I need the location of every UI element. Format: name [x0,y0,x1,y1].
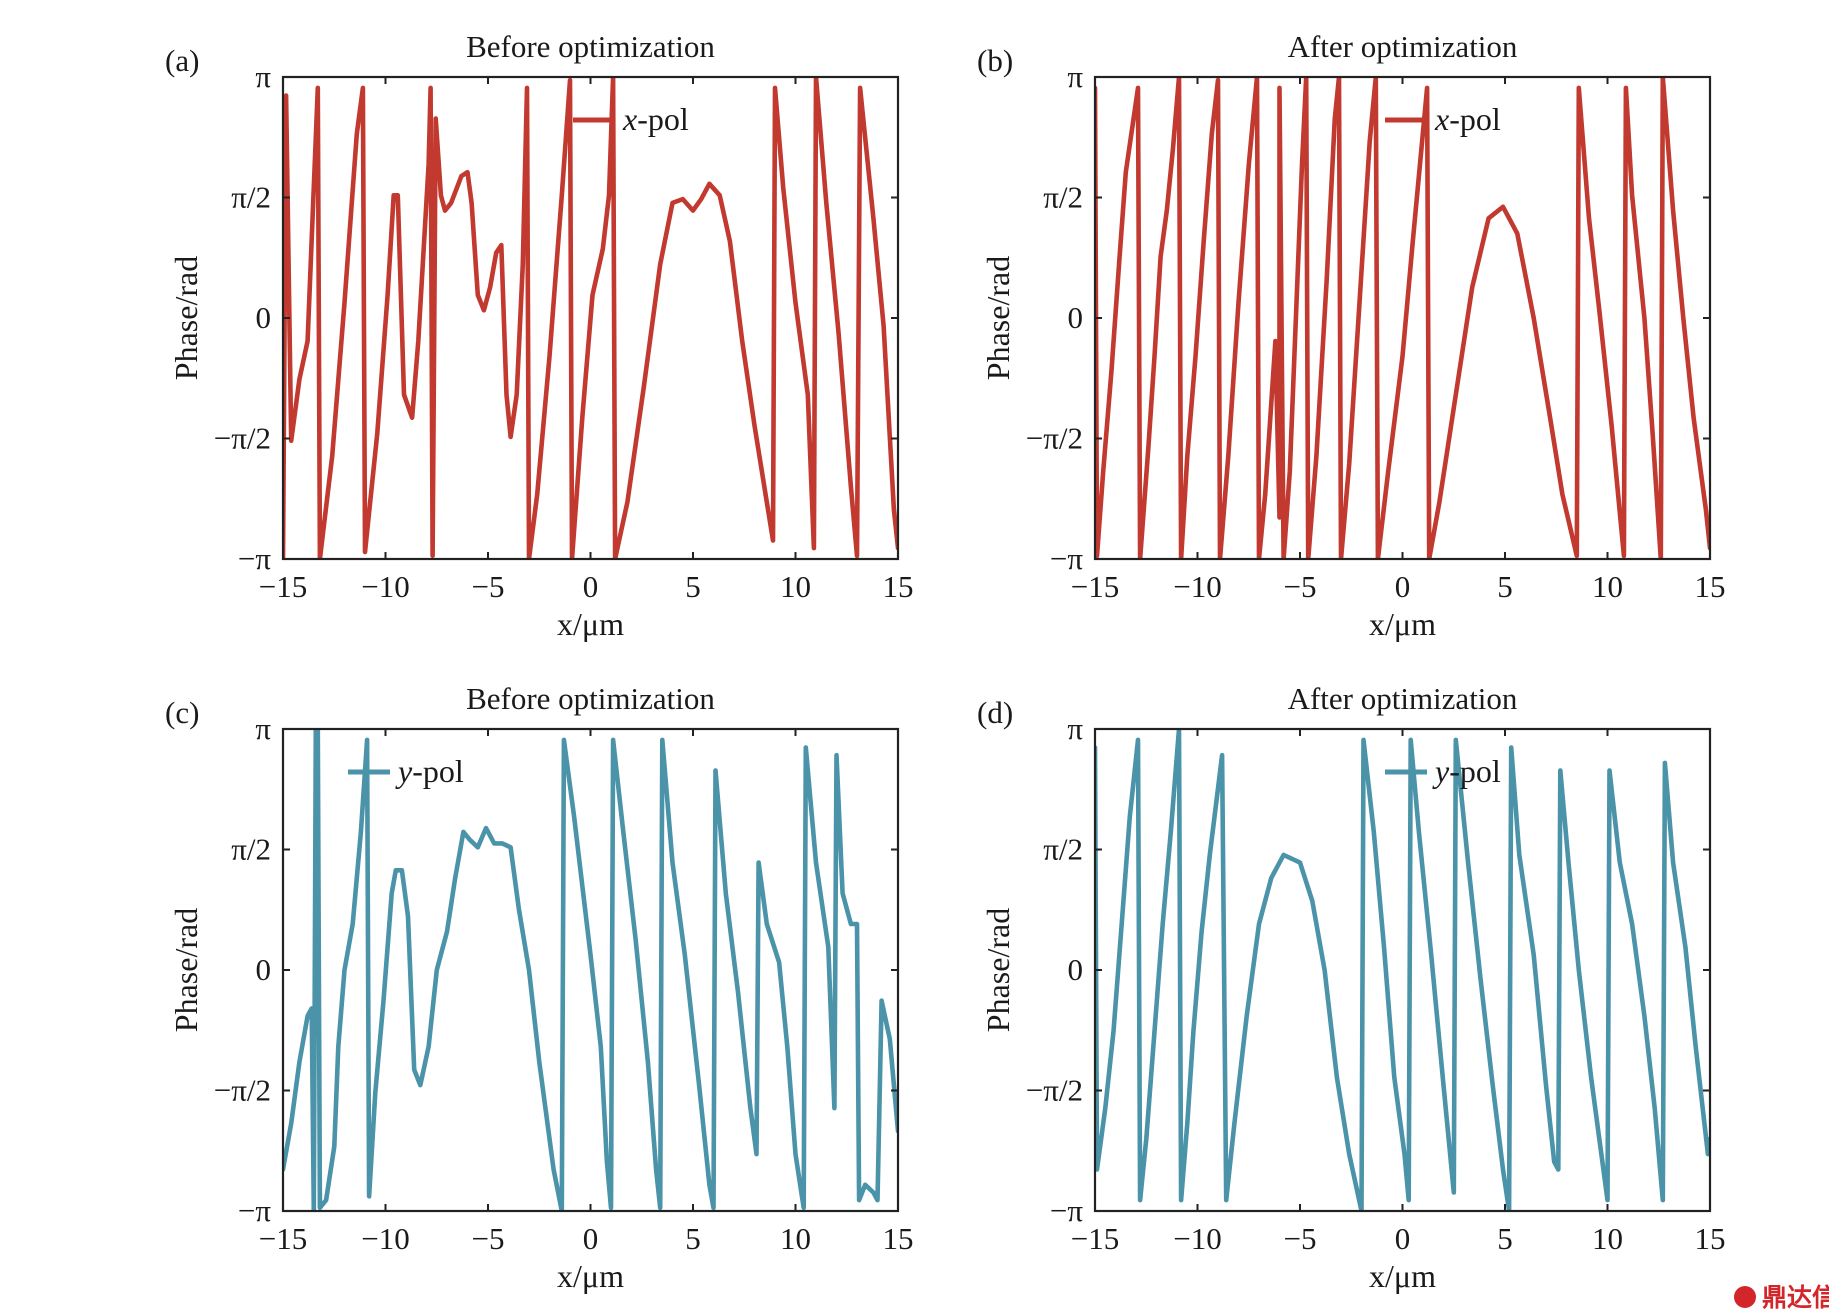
legend-label-rest: -pol [412,753,464,789]
x-tick-label: 5 [1497,569,1513,604]
x-tick-label: 15 [883,569,914,604]
x-tick-label: −10 [361,569,409,604]
x-tick-label: 10 [780,1221,811,1256]
x-tick-label: −15 [1071,569,1119,604]
y-tick-label: −π/2 [1026,421,1083,456]
x-tick-label: −5 [472,1221,505,1256]
x-tick-label: 15 [1695,1221,1726,1256]
legend-label: x-pol [1434,101,1501,137]
y-tick-label: −π [1050,541,1083,576]
series-line-0 [1095,729,1710,1211]
y-tick-label: π [1067,711,1083,746]
y-axis-label: Phase/rad [168,908,204,1032]
x-axis-label: x/μm [1369,606,1436,642]
legend-label-var: y [1432,753,1450,789]
y-tick-label: 0 [256,300,272,335]
x-tick-label: −5 [472,569,505,604]
watermark-logo-icon [1734,1286,1756,1308]
legend: y-pol [1385,753,1501,789]
panel-label: (a) [165,43,199,78]
x-tick-label: −5 [1284,1221,1317,1256]
legend-label-rest: -pol [637,101,689,137]
y-tick-label: −π [238,1193,271,1228]
chart-title: Before optimization [466,681,715,716]
x-axis-label: x/μm [557,1258,624,1294]
chart-panel-3: (d) After optimization −15 −10 −5 0 5 10 15 −π −π/… [977,681,1726,1294]
legend: x-pol [573,101,689,137]
x-tick-label: 0 [1395,1221,1411,1256]
y-axis-label: Phase/rad [168,256,204,380]
x-tick-label: 15 [1695,569,1726,604]
legend-label: y-pol [1432,753,1501,789]
watermark-text: 鼎达信 [1762,1283,1829,1312]
legend-label-var: y [395,753,413,789]
x-tick-label: −10 [1173,569,1221,604]
x-axis-label: x/μm [1369,1258,1436,1294]
x-axis-label: x/μm [557,606,624,642]
x-tick-label: 0 [1395,569,1411,604]
legend-label: x-pol [622,101,689,137]
x-tick-label: 0 [583,1221,599,1256]
x-tick-label: 15 [883,1221,914,1256]
panel-label: (d) [977,695,1013,730]
y-tick-label: π/2 [1043,832,1083,867]
x-tick-label: −15 [259,1221,307,1256]
series-line-0 [1095,77,1710,559]
legend-label-var: x [1434,101,1449,137]
chart-panel-1: (b) After optimization −15 −10 −5 0 5 10 15 −π −π/… [977,29,1726,642]
y-tick-label: −π/2 [1026,1073,1083,1108]
series-line-0 [283,729,898,1211]
x-tick-label: 0 [583,569,599,604]
legend-label-rest: -pol [1449,101,1501,137]
y-axis-label: Phase/rad [980,256,1016,380]
y-tick-label: −π/2 [214,421,271,456]
x-tick-label: 10 [1592,1221,1623,1256]
chart-panel-0: (a) Before optimization −15 −10 −5 0 5 10 15 −π −π… [165,29,914,642]
watermark: 鼎达信 [1734,1283,1829,1312]
x-tick-label: 10 [1592,569,1623,604]
panel-label: (b) [977,43,1013,78]
chart-panel-2: (c) Before optimization −15 −10 −5 0 5 10 15 −π −π… [165,681,914,1294]
y-tick-label: π/2 [231,832,271,867]
legend-label: y-pol [395,753,464,789]
y-tick-label: 0 [256,952,272,987]
chart-title: After optimization [1288,681,1518,716]
x-tick-label: 5 [685,1221,701,1256]
x-tick-label: −10 [1173,1221,1221,1256]
chart-title: After optimization [1288,29,1518,64]
x-tick-label: −10 [361,1221,409,1256]
y-tick-label: π/2 [231,180,271,215]
legend-label-rest: -pol [1449,753,1501,789]
y-tick-label: 0 [1068,952,1084,987]
y-tick-label: −π [1050,1193,1083,1228]
chart-title: Before optimization [466,29,715,64]
y-tick-label: π [255,711,271,746]
x-tick-label: −15 [1071,1221,1119,1256]
y-tick-label: π/2 [1043,180,1083,215]
y-axis-label: Phase/rad [980,908,1016,1032]
x-tick-label: −15 [259,569,307,604]
series-line-0 [283,77,898,559]
legend-label-var: x [622,101,637,137]
y-tick-label: π [255,59,271,94]
x-tick-label: −5 [1284,569,1317,604]
legend: x-pol [1385,101,1501,137]
y-tick-label: −π/2 [214,1073,271,1108]
y-tick-label: π [1067,59,1083,94]
y-tick-label: 0 [1068,300,1084,335]
x-tick-label: 5 [1497,1221,1513,1256]
panel-label: (c) [165,695,199,730]
x-tick-label: 10 [780,569,811,604]
legend: y-pol [348,753,464,789]
x-tick-label: 5 [685,569,701,604]
y-tick-label: −π [238,541,271,576]
